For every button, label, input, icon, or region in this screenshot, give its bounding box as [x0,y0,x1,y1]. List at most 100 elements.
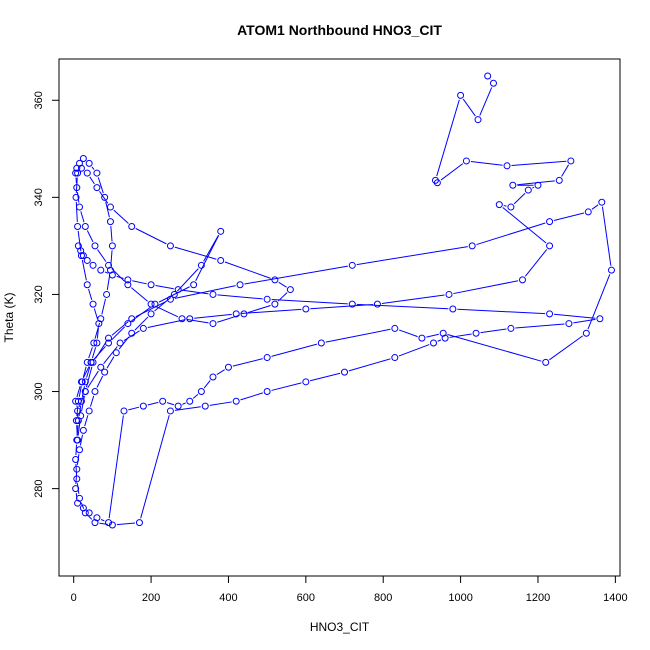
data-point [139,402,147,410]
series-segment [97,249,107,262]
data-point [468,242,476,250]
data-point [77,252,85,260]
series-segment [532,186,535,189]
series-segment [476,222,546,246]
series-segment [88,347,93,359]
data-point [186,397,194,405]
data-point [555,176,563,184]
data-point [101,193,109,201]
data-point [391,324,399,332]
data-point [509,181,517,189]
data-point [546,242,554,250]
series-segment [248,305,271,313]
data-point [85,159,93,167]
series-segment [573,318,596,324]
data-point [507,203,515,211]
data-point [232,397,240,405]
series-segment [278,281,287,288]
series-segment [77,420,81,436]
series-segment [310,303,373,310]
series-segment [78,405,82,417]
series-segment [182,289,209,295]
series-segment [381,294,445,305]
series-segment [118,336,130,350]
series-segment [154,305,179,318]
data-point [166,295,174,303]
series-segment [101,298,107,315]
data-point [91,519,99,527]
data-point [484,72,492,80]
data-point [445,290,453,298]
series-segment [447,334,542,362]
series-segment [271,382,302,391]
data-point [108,271,116,279]
data-point [85,509,93,517]
data-point [341,368,349,376]
data-point [83,256,91,264]
data-point [190,281,198,289]
data-point [197,388,205,396]
data-point [79,426,87,434]
data-point [74,169,82,177]
series-segment [111,321,129,336]
series-segment [103,346,118,365]
series-segment [128,406,140,411]
series-segment [232,358,263,367]
series-segment [81,259,87,281]
series-segment [195,235,220,281]
series-segment [203,234,219,262]
data-point [112,349,120,357]
data-point [73,164,81,172]
data-point [507,324,515,332]
series-segment [186,318,209,324]
series-segment [86,366,91,378]
data-point [147,300,155,308]
data-point [72,455,80,463]
series-segment [123,330,140,342]
data-point [81,222,89,230]
series-segment [348,358,391,372]
data-point [263,354,271,362]
data-point [83,169,91,177]
series-segment [224,261,271,279]
series-segment [91,166,95,170]
series-layer [72,72,615,529]
series-segment [106,274,111,291]
data-point [348,300,356,308]
data-point [74,407,82,415]
series-segment [462,98,476,117]
data-point [124,281,132,289]
series-segment [104,271,109,274]
x-tick-label: 1400 [603,592,627,604]
data-point [271,276,279,284]
series-segment [216,369,225,375]
series-segment [154,296,172,312]
y-axis: 280 300 320 340 360 [33,91,60,498]
series-segment [134,316,149,331]
series-segment [449,333,472,338]
data-point [74,397,82,405]
series-segment [203,380,211,389]
data-point [108,242,116,250]
data-point [72,485,80,493]
series-segment [95,341,107,359]
data-point [105,339,113,347]
series-segment [437,339,442,342]
data-point [457,91,465,99]
data-point [93,169,101,177]
data-point [101,368,109,376]
series-segment [591,204,599,210]
y-tick-label: 320 [33,285,45,303]
series-segment [116,522,136,526]
data-point [209,290,217,298]
series-segment [356,303,449,310]
data-point [79,155,87,163]
data-point [495,201,503,209]
data-point [73,475,81,483]
y-tick-label: 360 [33,91,45,109]
data-point [263,295,271,303]
series-segment [470,160,503,166]
series-segment [192,394,199,399]
data-point [178,315,186,323]
